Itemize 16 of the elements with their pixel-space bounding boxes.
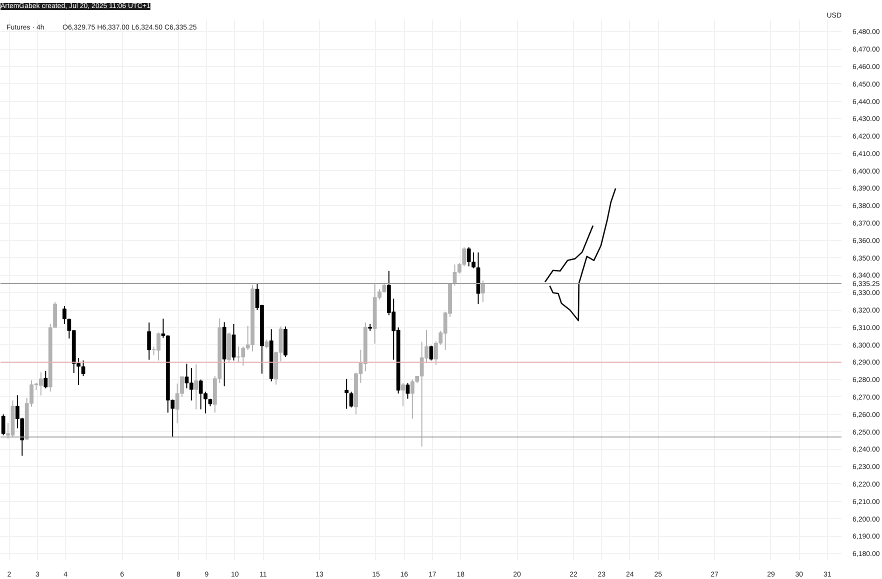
candlestick: [344, 378, 349, 410]
candlestick: [429, 345, 434, 361]
candlestick: [1, 414, 6, 436]
candlestick: [81, 360, 86, 377]
candlestick: [232, 323, 236, 361]
candlestick: [44, 370, 48, 389]
candlestick: [194, 364, 198, 410]
candlestick: [481, 280, 485, 303]
candlestick: [349, 391, 354, 408]
candlestick: [62, 306, 66, 324]
line-series: [544, 224, 594, 283]
candlestick: [406, 382, 410, 400]
candlestick: [38, 372, 43, 396]
line-series: [549, 188, 616, 322]
candlestick: [401, 382, 405, 407]
candlestick: [147, 322, 152, 360]
